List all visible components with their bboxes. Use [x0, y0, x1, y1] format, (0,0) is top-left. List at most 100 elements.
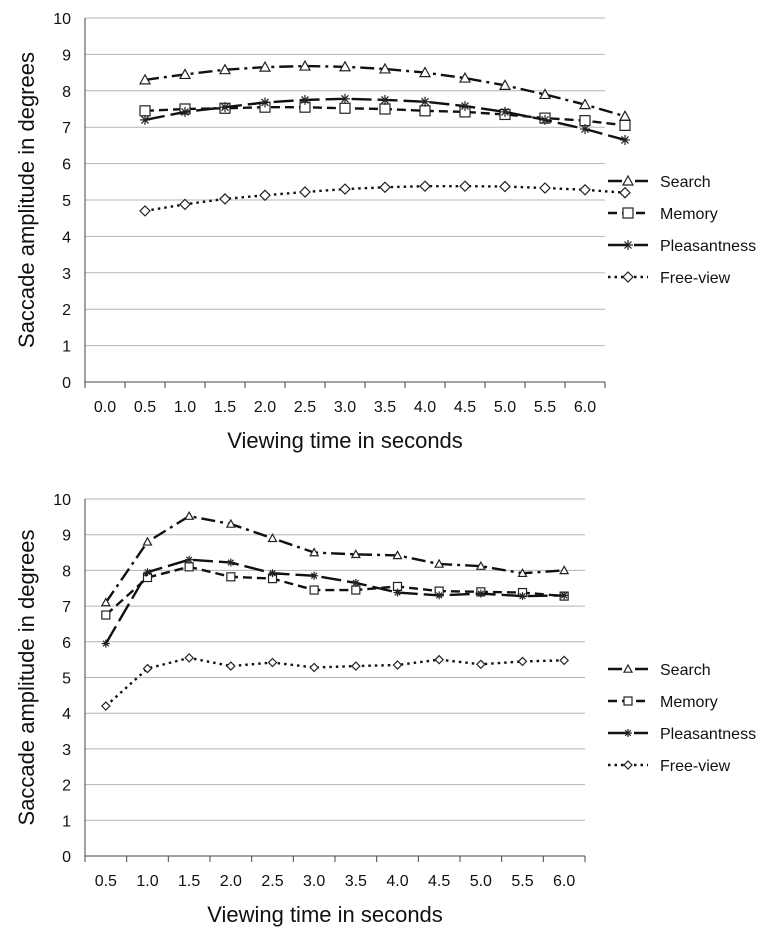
point-free-view — [434, 654, 445, 665]
point-pleasantness — [185, 555, 194, 564]
point-free-view — [539, 182, 551, 194]
point-free-view — [419, 180, 431, 193]
point-memory — [351, 585, 361, 595]
y-tick-label: 4 — [62, 229, 71, 246]
point-memory — [339, 102, 351, 114]
y-tick-label: 0 — [62, 375, 71, 392]
legend-marker-free-view — [623, 760, 633, 770]
point-search — [475, 560, 486, 570]
point-search — [100, 597, 111, 607]
y-tick-label: 9 — [62, 528, 71, 545]
y-tick-label: 7 — [62, 599, 71, 616]
x-tick-label: 3.0 — [334, 399, 356, 416]
y-tick-label: 6 — [62, 635, 71, 652]
legend-label-free-view: Free-view — [660, 758, 731, 775]
x-tick-label: 6.0 — [553, 873, 575, 890]
legend-marker-pleasantness — [624, 729, 632, 737]
point-free-view — [309, 662, 320, 673]
x-tick-label: 4.5 — [428, 873, 450, 890]
point-search — [178, 68, 192, 80]
point-pleasantness — [620, 134, 630, 145]
point-search — [138, 73, 152, 85]
x-tick-label: 0.0 — [94, 399, 116, 416]
point-free-view — [142, 663, 153, 674]
point-pleasantness — [380, 94, 390, 105]
point-pleasantness — [310, 571, 319, 580]
point-pleasantness — [435, 591, 444, 600]
y-tick-label: 8 — [62, 563, 71, 580]
chart-bottom: 0 1 2 3 4 5 6 7 8 9 10 0.5 1.0 1.5 2.0 2.5 3.0 3.5 4.0 4.5 5… — [14, 492, 756, 927]
x-axis-title: Viewing time in seconds — [227, 428, 463, 453]
point-free-view — [100, 701, 111, 711]
x-tick-label: 4.0 — [414, 399, 436, 416]
point-free-view — [219, 193, 231, 205]
point-pleasantness — [476, 589, 485, 598]
legend-marker-pleasantness — [623, 240, 633, 250]
legend-label-memory: Memory — [660, 694, 718, 711]
legend-marker-memory — [622, 207, 634, 219]
point-free-view — [350, 661, 361, 671]
y-axis-title: Saccade amplitude in degrees — [14, 52, 39, 348]
point-pleasantness — [540, 114, 550, 125]
series-line-pleasantness — [104, 558, 565, 645]
point-free-view — [184, 653, 195, 663]
point-memory — [379, 103, 391, 115]
point-free-view — [267, 657, 278, 668]
legend-marker-search — [622, 663, 634, 673]
x-tick-label: 0.5 — [95, 873, 117, 890]
point-search — [225, 518, 236, 528]
point-memory — [101, 610, 111, 620]
point-search — [498, 79, 512, 90]
y-tick-label: 3 — [62, 266, 71, 283]
point-pleasantness — [140, 114, 150, 125]
point-search — [218, 63, 232, 75]
y-tick-label: 2 — [62, 302, 71, 319]
series-line-free-view — [105, 656, 565, 707]
x-tick-label: 5.0 — [470, 873, 492, 890]
point-free-view — [339, 183, 351, 195]
point-search — [258, 60, 272, 72]
point-pleasantness — [500, 106, 510, 117]
point-free-view — [259, 189, 271, 202]
point-pleasantness — [420, 96, 430, 107]
point-search — [378, 62, 392, 74]
point-memory — [139, 105, 151, 117]
point-memory — [226, 572, 236, 582]
series-line-memory — [105, 565, 565, 616]
point-search — [392, 550, 403, 560]
legend-label-pleasantness: Pleasantness — [660, 726, 756, 743]
point-search — [578, 98, 592, 110]
point-search — [458, 71, 472, 83]
point-memory — [309, 585, 319, 595]
point-pleasantness — [220, 102, 230, 113]
y-tick-label: 0 — [62, 849, 71, 866]
point-free-view — [299, 186, 311, 198]
point-free-view — [179, 198, 191, 211]
series-line-search — [104, 514, 565, 604]
point-search — [309, 547, 320, 557]
y-tick-label: 5 — [62, 671, 71, 688]
point-pleasantness — [300, 94, 310, 105]
x-tick-label: 1.5 — [178, 873, 200, 890]
legend-label-search: Search — [660, 174, 711, 191]
y-tick-label: 2 — [62, 778, 71, 795]
y-tick-label: 10 — [53, 492, 71, 509]
y-tick-label: 1 — [62, 339, 71, 356]
point-search — [517, 568, 528, 578]
legend-label-free-view: Free-view — [660, 270, 731, 287]
x-tick-label: 1.0 — [174, 399, 196, 416]
x-tick-label: 4.0 — [386, 873, 408, 890]
point-pleasantness — [226, 558, 235, 567]
point-search — [418, 66, 432, 78]
legend-marker-free-view — [622, 271, 634, 283]
y-axis-title: Saccade amplitude in degrees — [14, 530, 39, 826]
point-search — [298, 59, 312, 71]
x-tick-label: 2.0 — [254, 399, 276, 416]
x-tick-label: 2.5 — [294, 399, 316, 416]
point-free-view — [225, 661, 236, 671]
point-search — [559, 565, 570, 575]
point-search — [618, 110, 632, 121]
x-tick-label: 6.0 — [574, 399, 596, 416]
x-axis-title: Viewing time in seconds — [207, 902, 443, 927]
y-tick-label: 9 — [62, 47, 71, 64]
